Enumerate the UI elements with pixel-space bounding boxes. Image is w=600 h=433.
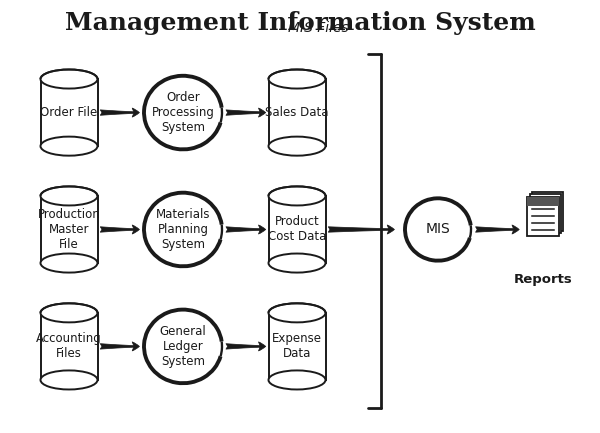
Text: Production
Master
File: Production Master File xyxy=(38,208,100,251)
Bar xyxy=(41,79,97,146)
Text: Product
Cost Data: Product Cost Data xyxy=(268,216,326,243)
Text: Accounting
Files: Accounting Files xyxy=(36,333,102,360)
Ellipse shape xyxy=(145,194,221,265)
Ellipse shape xyxy=(41,137,97,156)
Bar xyxy=(269,196,325,263)
Text: Materials
Planning
System: Materials Planning System xyxy=(156,208,210,251)
Ellipse shape xyxy=(41,254,97,273)
Bar xyxy=(527,197,559,206)
Text: Order
Processing
System: Order Processing System xyxy=(152,91,214,134)
Ellipse shape xyxy=(269,186,325,206)
Ellipse shape xyxy=(145,310,221,382)
Ellipse shape xyxy=(145,77,221,149)
Ellipse shape xyxy=(41,186,97,206)
Bar xyxy=(532,192,563,231)
Ellipse shape xyxy=(269,137,325,156)
Bar xyxy=(269,313,325,380)
Text: Expense
Data: Expense Data xyxy=(272,333,322,360)
Text: Management Information System: Management Information System xyxy=(65,11,535,35)
Ellipse shape xyxy=(41,303,97,322)
Ellipse shape xyxy=(41,69,97,89)
Ellipse shape xyxy=(41,303,97,322)
Ellipse shape xyxy=(41,69,97,89)
Bar xyxy=(527,197,559,236)
Ellipse shape xyxy=(269,254,325,273)
Text: Sales Data: Sales Data xyxy=(265,106,329,119)
Bar xyxy=(41,313,97,380)
Text: General
Ledger
System: General Ledger System xyxy=(160,325,206,368)
Text: Reports: Reports xyxy=(514,273,572,286)
Ellipse shape xyxy=(41,186,97,206)
Text: MIS: MIS xyxy=(425,223,451,236)
Ellipse shape xyxy=(269,303,325,322)
Bar xyxy=(269,79,325,146)
Ellipse shape xyxy=(269,303,325,322)
Ellipse shape xyxy=(269,69,325,89)
Ellipse shape xyxy=(41,371,97,390)
Bar xyxy=(530,194,561,233)
Ellipse shape xyxy=(406,199,470,260)
Text: MIS Files: MIS Files xyxy=(287,21,349,35)
Ellipse shape xyxy=(269,186,325,206)
Text: Order File: Order File xyxy=(40,106,98,119)
Bar xyxy=(41,196,97,263)
Ellipse shape xyxy=(269,371,325,390)
Ellipse shape xyxy=(269,69,325,89)
